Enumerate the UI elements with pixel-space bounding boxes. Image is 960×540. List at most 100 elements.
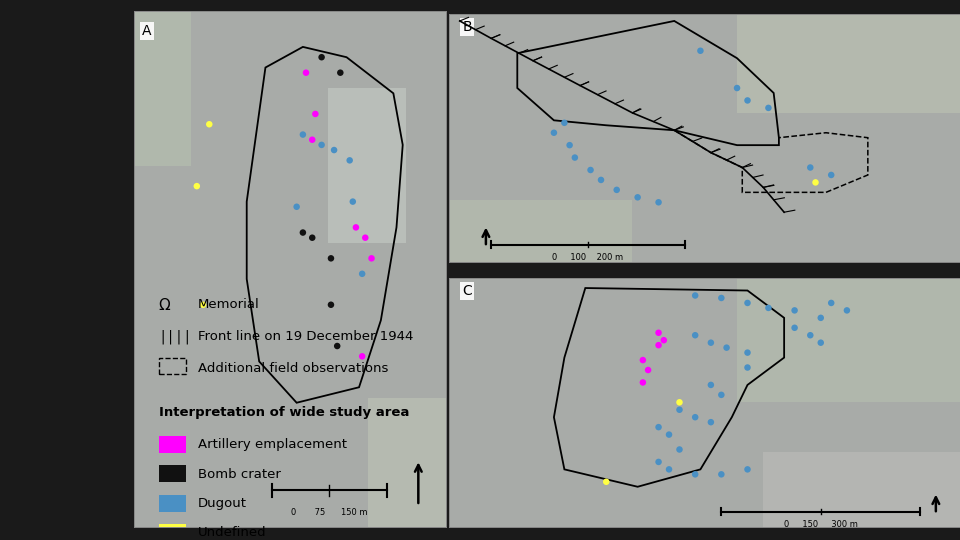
Point <box>364 254 379 262</box>
Bar <box>158 495 186 512</box>
Point <box>636 378 651 387</box>
Text: Additional field observations: Additional field observations <box>198 362 388 375</box>
Point <box>562 141 577 150</box>
Text: Artillery emplacement: Artillery emplacement <box>198 438 347 451</box>
Point <box>672 445 687 454</box>
Bar <box>369 397 446 526</box>
Point <box>651 328 666 337</box>
Point <box>740 96 756 105</box>
Point <box>704 381 719 389</box>
Point <box>687 291 703 300</box>
Point <box>760 303 776 312</box>
Point <box>813 339 828 347</box>
Point <box>704 339 719 347</box>
Point <box>307 110 323 118</box>
Point <box>630 193 645 201</box>
Point <box>640 366 656 374</box>
Point <box>345 197 360 206</box>
Point <box>672 398 687 407</box>
Text: Interpretation of wide study area: Interpretation of wide study area <box>158 406 409 419</box>
Point <box>304 136 320 144</box>
Point <box>713 390 729 399</box>
Point <box>651 423 666 431</box>
Bar <box>763 452 960 526</box>
Point <box>314 53 329 62</box>
Point <box>687 470 703 478</box>
Bar <box>328 88 406 243</box>
Point <box>329 342 345 350</box>
Point <box>299 69 314 77</box>
Bar <box>449 200 633 262</box>
Text: 0     150     300 m: 0 150 300 m <box>783 521 857 529</box>
Point <box>787 323 803 332</box>
Point <box>687 331 703 340</box>
Point <box>730 84 745 92</box>
Point <box>661 430 677 439</box>
Point <box>813 314 828 322</box>
Text: 0     100    200 m: 0 100 200 m <box>552 253 623 262</box>
Point <box>354 352 370 361</box>
Point <box>824 299 839 307</box>
Point <box>348 223 364 232</box>
Text: C: C <box>463 284 472 298</box>
Point <box>687 413 703 422</box>
Point <box>651 198 666 207</box>
Point <box>740 299 756 307</box>
Point <box>593 176 609 184</box>
Text: ||||: |||| <box>158 330 192 345</box>
Point <box>740 363 756 372</box>
Point <box>342 156 357 165</box>
Text: Undefined: Undefined <box>198 526 267 539</box>
Point <box>803 163 818 172</box>
Point <box>289 202 304 211</box>
Text: Dugout: Dugout <box>198 497 247 510</box>
Point <box>656 336 671 345</box>
Point <box>787 306 803 315</box>
Point <box>713 470 729 478</box>
Text: Ω: Ω <box>158 298 170 313</box>
Point <box>357 233 372 242</box>
Point <box>557 118 572 127</box>
Point <box>719 343 734 352</box>
Text: Memorial: Memorial <box>198 298 259 311</box>
Point <box>599 477 614 486</box>
Point <box>760 104 776 112</box>
Point <box>661 465 677 474</box>
Point <box>324 254 339 262</box>
Bar <box>158 524 186 540</box>
Point <box>196 300 211 309</box>
Point <box>636 356 651 364</box>
Point <box>314 140 329 149</box>
Point <box>651 457 666 466</box>
Point <box>202 120 217 129</box>
Bar <box>134 11 190 165</box>
Point <box>189 182 204 191</box>
Text: B: B <box>463 19 472 33</box>
Point <box>807 178 823 187</box>
Point <box>296 130 311 139</box>
Point <box>803 331 818 340</box>
Point <box>824 171 839 179</box>
Point <box>324 300 339 309</box>
Point <box>296 228 311 237</box>
Point <box>583 166 598 174</box>
Text: 0       75      150 m: 0 75 150 m <box>291 509 368 517</box>
Point <box>713 294 729 302</box>
Point <box>326 146 342 154</box>
Bar <box>737 14 960 113</box>
Point <box>354 269 370 278</box>
Bar <box>737 278 960 402</box>
Point <box>839 306 854 315</box>
Point <box>609 186 624 194</box>
Text: Front line on 19 December 1944: Front line on 19 December 1944 <box>198 330 413 343</box>
Point <box>704 418 719 427</box>
Bar <box>158 436 186 453</box>
Point <box>304 233 320 242</box>
Text: Bomb crater: Bomb crater <box>198 468 280 481</box>
Point <box>740 348 756 357</box>
Text: A: A <box>142 24 152 38</box>
Point <box>693 46 708 55</box>
Point <box>740 465 756 474</box>
Point <box>546 129 562 137</box>
Bar <box>158 465 186 482</box>
